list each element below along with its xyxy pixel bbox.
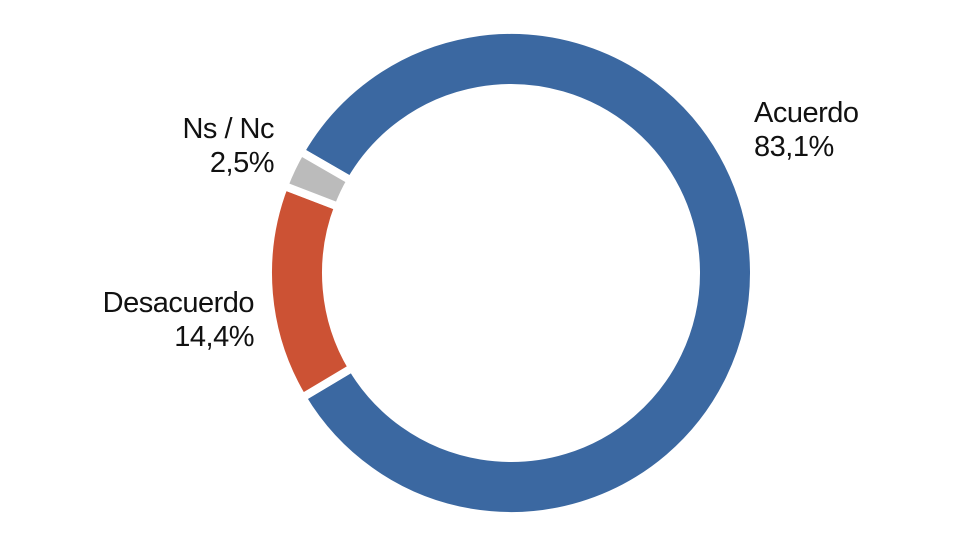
category-label: Desacuerdo — [102, 287, 255, 319]
label-ns-nc: Ns / Nc 2,5% — [182, 112, 274, 180]
label-desacuerdo: Desacuerdo 14,4% — [102, 286, 255, 354]
value-label: 83,1% — [754, 131, 834, 163]
donut-slice-acuerdo — [295, 26, 758, 520]
donut-slice-desacuerdo — [264, 180, 358, 404]
donut-slice-ns-nc — [278, 146, 357, 212]
category-label: Acuerdo — [754, 97, 859, 129]
label-acuerdo: Acuerdo 83,1% — [754, 96, 859, 164]
value-label: 14,4% — [174, 321, 254, 353]
value-label: 2,5% — [209, 147, 275, 179]
category-label: Ns / Nc — [182, 113, 274, 145]
